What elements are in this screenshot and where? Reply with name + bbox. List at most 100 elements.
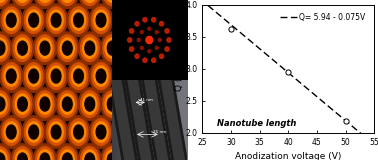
Q= 5.94 - 0.075V <box>351 126 356 128</box>
Circle shape <box>140 46 143 49</box>
Circle shape <box>160 54 164 58</box>
Circle shape <box>140 31 143 34</box>
Circle shape <box>25 63 43 89</box>
Circle shape <box>116 10 130 30</box>
Circle shape <box>0 30 13 67</box>
Circle shape <box>88 2 114 39</box>
Circle shape <box>45 116 67 148</box>
Polygon shape <box>108 80 137 160</box>
Circle shape <box>0 153 5 160</box>
Circle shape <box>135 60 157 92</box>
Circle shape <box>45 4 67 36</box>
Circle shape <box>152 58 156 62</box>
Circle shape <box>0 97 5 111</box>
Circle shape <box>105 38 119 58</box>
Circle shape <box>15 150 29 160</box>
Circle shape <box>34 0 56 8</box>
Circle shape <box>135 54 139 58</box>
Circle shape <box>88 58 114 95</box>
Circle shape <box>165 29 169 33</box>
Circle shape <box>74 13 84 27</box>
Circle shape <box>122 86 147 122</box>
Circle shape <box>96 13 106 27</box>
Circle shape <box>81 35 99 61</box>
Circle shape <box>15 94 29 114</box>
Circle shape <box>130 153 139 160</box>
Circle shape <box>0 86 13 122</box>
Circle shape <box>77 142 102 160</box>
Circle shape <box>127 38 132 42</box>
Circle shape <box>13 147 32 160</box>
Circle shape <box>83 0 97 2</box>
Circle shape <box>43 2 69 39</box>
Circle shape <box>101 144 124 160</box>
Text: 41 nm: 41 nm <box>140 98 153 102</box>
Circle shape <box>11 32 34 64</box>
Circle shape <box>49 10 63 30</box>
Circle shape <box>38 94 52 114</box>
Q= 5.94 - 0.075V <box>304 87 308 89</box>
Circle shape <box>25 119 43 145</box>
Circle shape <box>139 10 153 30</box>
Circle shape <box>96 69 106 83</box>
Circle shape <box>34 88 56 120</box>
Circle shape <box>107 97 117 111</box>
Circle shape <box>101 32 124 64</box>
Polygon shape <box>144 80 168 160</box>
Circle shape <box>114 119 133 145</box>
Circle shape <box>11 144 34 160</box>
Circle shape <box>43 114 69 150</box>
Polygon shape <box>125 80 154 160</box>
Circle shape <box>103 35 121 61</box>
Circle shape <box>56 32 79 64</box>
Point <box>285 71 291 73</box>
Circle shape <box>69 63 88 89</box>
Circle shape <box>167 38 171 42</box>
Circle shape <box>133 58 159 95</box>
Circle shape <box>29 13 39 27</box>
Circle shape <box>79 144 101 160</box>
Circle shape <box>116 122 130 142</box>
Circle shape <box>13 91 32 117</box>
Circle shape <box>85 41 94 55</box>
Circle shape <box>125 35 144 61</box>
Circle shape <box>69 7 88 33</box>
Circle shape <box>160 22 164 26</box>
Circle shape <box>143 18 147 22</box>
Circle shape <box>32 30 58 67</box>
Circle shape <box>21 2 46 39</box>
Polygon shape <box>128 80 151 160</box>
Circle shape <box>4 66 18 86</box>
Circle shape <box>34 144 56 160</box>
Q= 5.94 - 0.075V <box>366 139 371 141</box>
Circle shape <box>40 97 50 111</box>
Circle shape <box>85 97 94 111</box>
Circle shape <box>22 4 45 36</box>
Circle shape <box>49 122 63 142</box>
Circle shape <box>81 0 99 5</box>
Circle shape <box>0 94 7 114</box>
Circle shape <box>54 142 80 160</box>
Circle shape <box>38 0 52 2</box>
Circle shape <box>114 63 133 89</box>
Circle shape <box>60 0 74 2</box>
Circle shape <box>123 144 146 160</box>
Circle shape <box>125 0 144 5</box>
Circle shape <box>155 31 158 34</box>
Circle shape <box>56 0 79 8</box>
Circle shape <box>34 32 56 64</box>
Circle shape <box>0 88 11 120</box>
Circle shape <box>56 144 79 160</box>
Circle shape <box>136 63 155 89</box>
Circle shape <box>99 86 125 122</box>
Circle shape <box>123 88 146 120</box>
Circle shape <box>62 153 72 160</box>
Circle shape <box>38 38 52 58</box>
Circle shape <box>17 97 27 111</box>
Circle shape <box>133 114 159 150</box>
Circle shape <box>38 150 52 160</box>
Circle shape <box>62 41 72 55</box>
Circle shape <box>54 30 80 67</box>
Text: Nanotube length: Nanotube length <box>217 119 296 128</box>
Circle shape <box>146 36 153 44</box>
